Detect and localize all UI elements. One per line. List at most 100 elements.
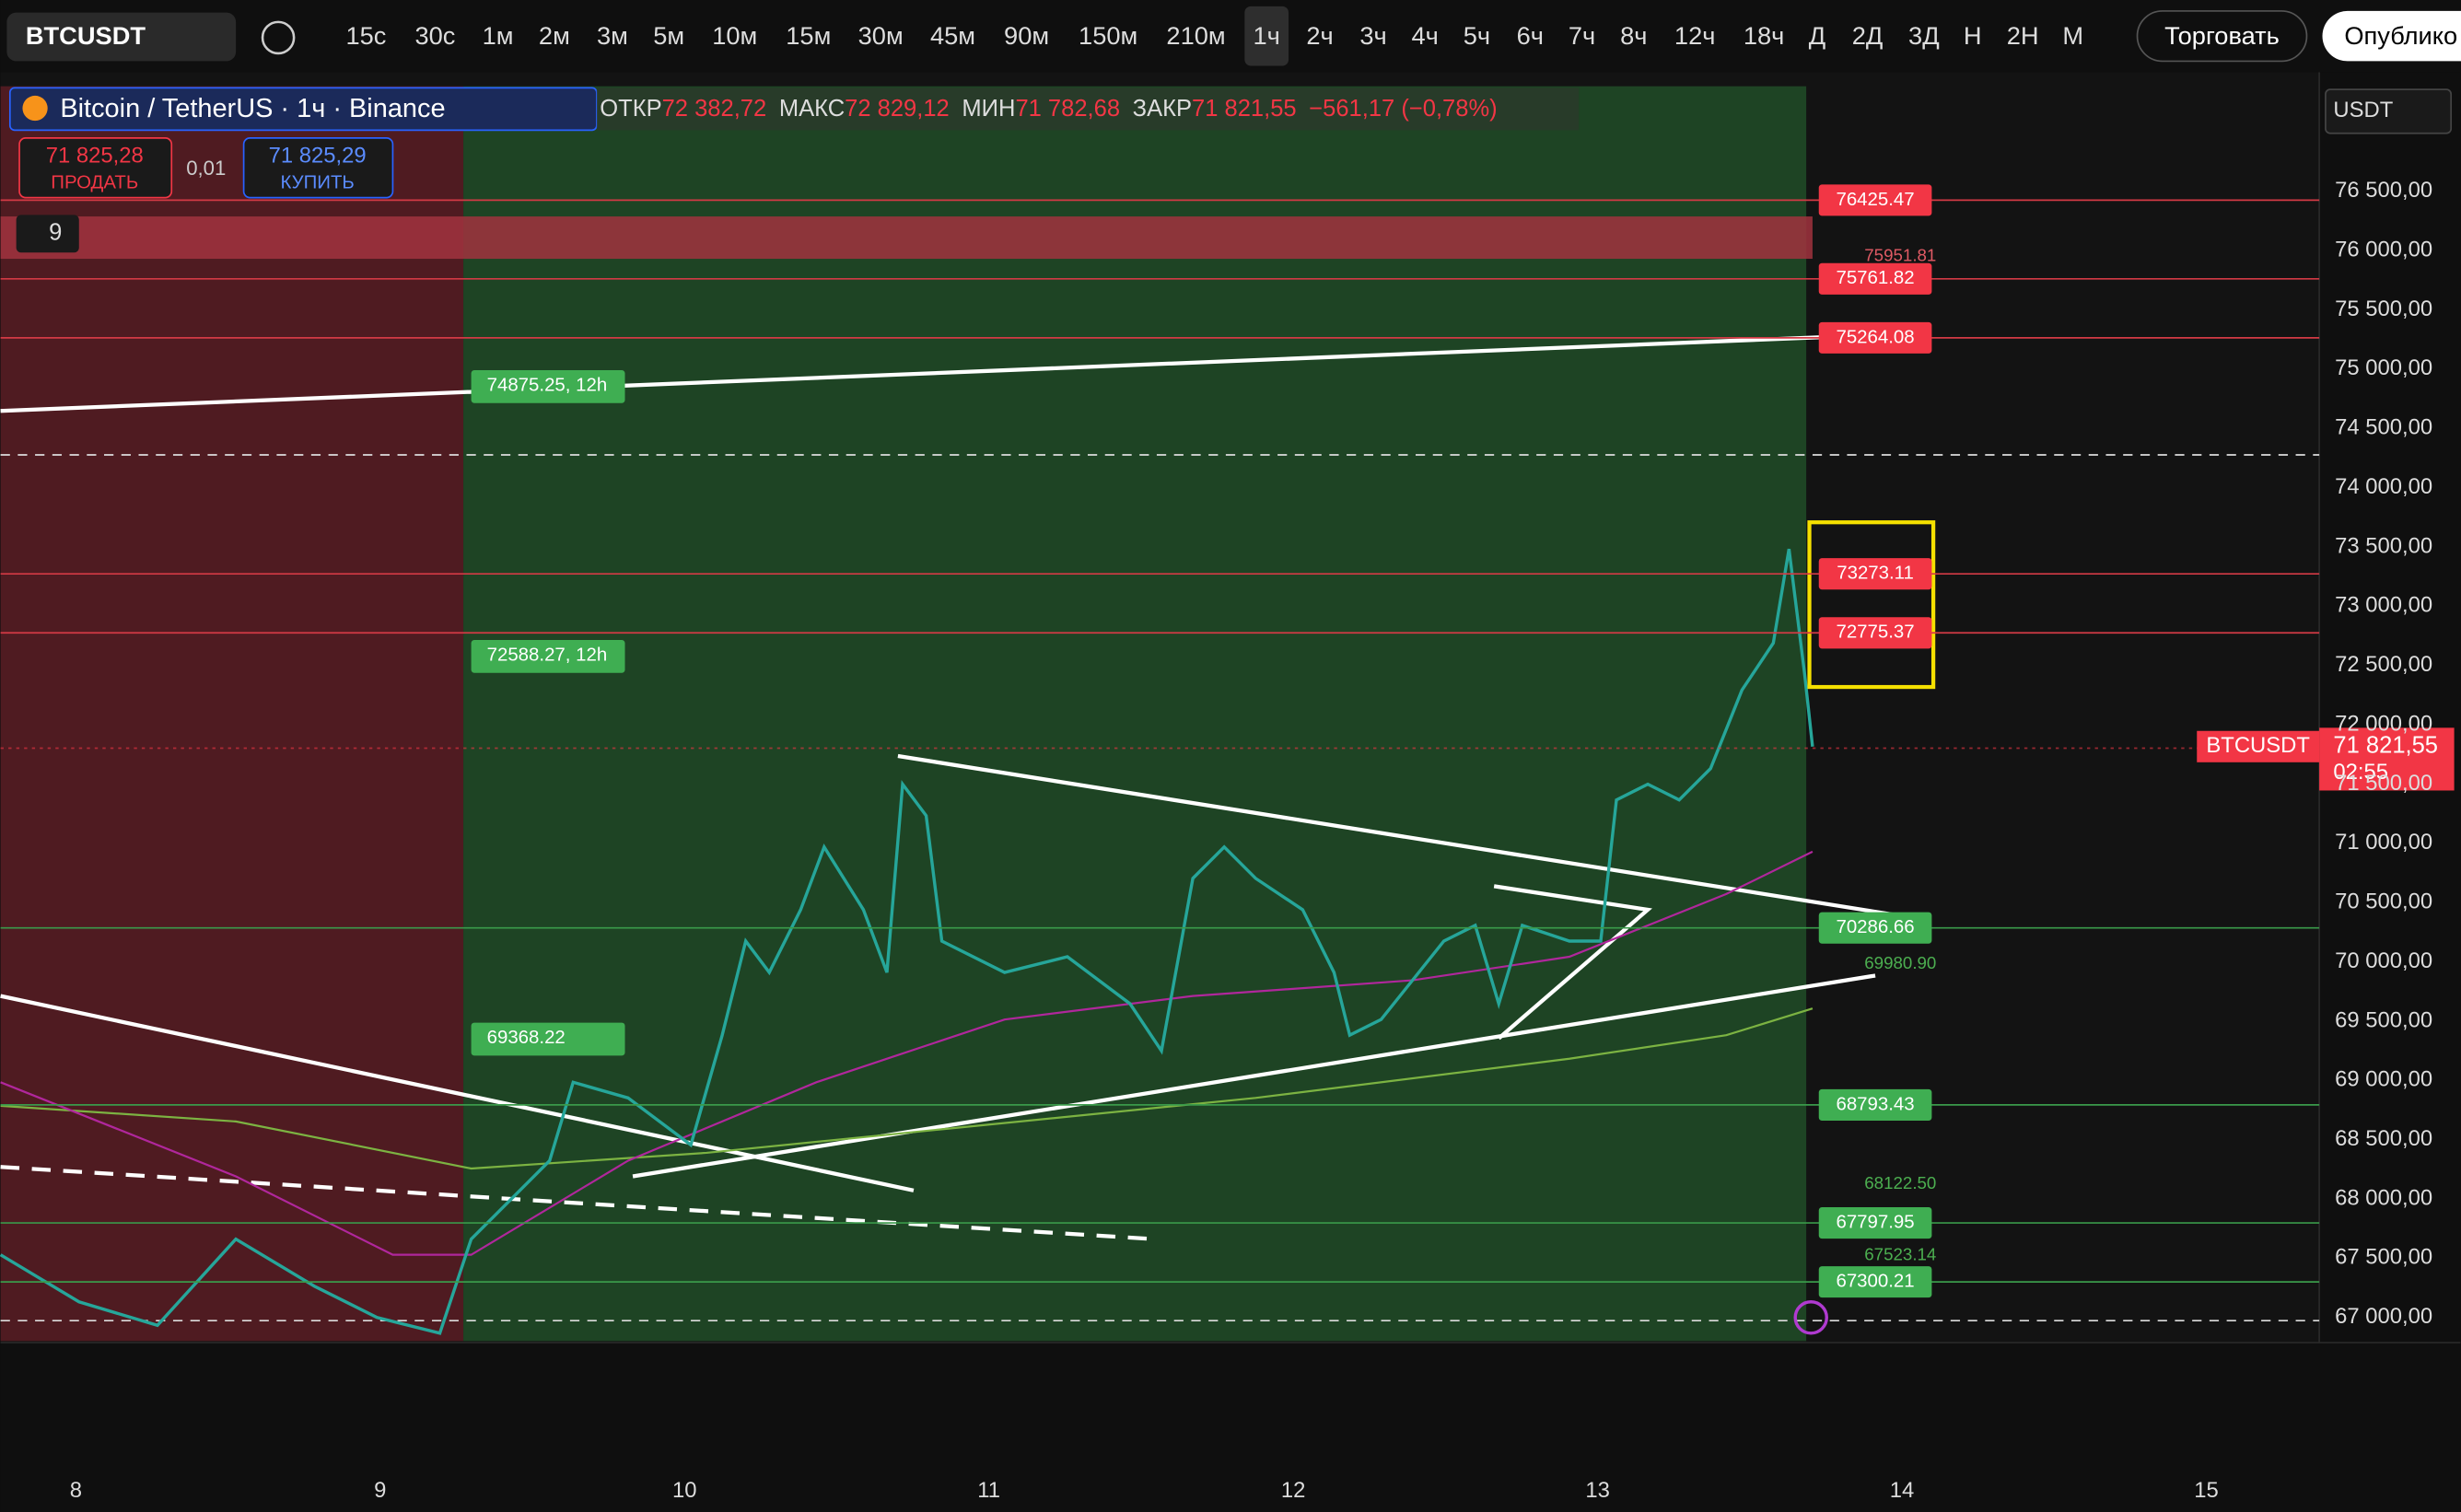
trade-label[interactable]: Торговать <box>2164 21 2280 50</box>
price-tick-label: 70 500,00 <box>2335 890 2432 914</box>
level-label: 68122.50 <box>1864 1173 1936 1192</box>
interval[interactable]: 1ч <box>1253 21 1279 50</box>
symbol-box[interactable] <box>6 12 237 62</box>
interval[interactable]: 7ч <box>1569 21 1595 50</box>
interval[interactable]: 5м <box>653 21 684 50</box>
interval[interactable]: 3Д <box>1908 21 1940 50</box>
interval[interactable]: 18ч <box>1744 21 1785 50</box>
symbol[interactable]: BTCUSDT <box>26 21 146 50</box>
interval[interactable]: 4ч <box>1412 21 1439 50</box>
trend-line <box>0 994 915 1192</box>
level-label: 68793.43 <box>1836 1094 1914 1114</box>
interval[interactable]: 2Н <box>2007 21 2039 50</box>
interval[interactable]: 150м <box>1079 21 1137 50</box>
price-tick-label: 68 500,00 <box>2335 1126 2432 1151</box>
level-label: 67797.95 <box>1836 1212 1914 1232</box>
level-label: 75761.82 <box>1836 268 1914 288</box>
interval[interactable]: 3ч <box>1359 21 1386 50</box>
sell-button[interactable] <box>18 137 173 199</box>
price-tick-label: 75 000,00 <box>2335 355 2432 380</box>
interval[interactable]: 15с <box>346 21 387 50</box>
interval[interactable]: 12ч <box>1674 21 1716 50</box>
left-tag <box>471 639 625 673</box>
price-tick-label: 69 500,00 <box>2335 1007 2432 1032</box>
interval[interactable]: 5ч <box>1464 21 1490 50</box>
currency[interactable]: USDT <box>2333 98 2393 122</box>
open: 72 382,72 <box>662 96 767 122</box>
change: −561,17 (−0,78%) <box>1309 96 1497 122</box>
publish-button[interactable] <box>2322 10 2461 62</box>
close: 71 821,55 <box>1192 96 1297 122</box>
toolbar <box>0 0 2461 73</box>
open-label: ОТКР <box>600 96 661 122</box>
buy-label[interactable]: КУПИТЬ <box>280 173 354 193</box>
date-tick-label: 10 <box>672 1478 697 1503</box>
interval[interactable]: 10м <box>712 21 757 50</box>
trade-button[interactable] <box>2136 10 2308 63</box>
price-tick-label: 69 000,00 <box>2335 1067 2432 1092</box>
interval[interactable]: 8ч <box>1620 21 1647 50</box>
price-tick-label: 68 000,00 <box>2335 1185 2432 1210</box>
indicators-count[interactable]: 9 <box>49 220 62 246</box>
interval[interactable]: 6ч <box>1517 21 1544 50</box>
trend-line <box>632 973 1876 1179</box>
price-tick-label: 76 000,00 <box>2335 237 2432 262</box>
level-tag <box>1818 321 1932 354</box>
red-band <box>0 216 1813 260</box>
price-tick-label: 71 500,00 <box>2335 771 2432 796</box>
indicators-toggle[interactable] <box>16 215 79 253</box>
date-tick-label: 15 <box>2194 1478 2219 1503</box>
price-tick-label: 74 500,00 <box>2335 415 2432 440</box>
date-tick-label: 12 <box>1281 1478 1306 1503</box>
interval[interactable]: 30с <box>414 21 455 50</box>
interval[interactable]: 210м <box>1166 21 1225 50</box>
add-button[interactable] <box>261 20 296 55</box>
level-tag <box>1818 912 1932 944</box>
price-tick-label: 72 500,00 <box>2335 652 2432 677</box>
interval[interactable]: 3м <box>597 21 628 50</box>
interval[interactable]: 2ч <box>1306 21 1333 50</box>
date-tick-label: 13 <box>1585 1478 1610 1503</box>
price-tick-label: 67 500,00 <box>2335 1245 2432 1270</box>
interval[interactable]: Н <box>1964 21 1982 50</box>
date-tick-label: 11 <box>977 1478 1000 1503</box>
spread: 0,01 <box>186 157 226 180</box>
level-tag <box>1818 558 1932 590</box>
left-label: 72588.27, 12h <box>487 645 608 665</box>
level-label: 73273.11 <box>1837 564 1914 584</box>
left-label: 69368.22 <box>487 1028 566 1048</box>
level-tag <box>1818 1207 1932 1239</box>
left-tag <box>471 1022 625 1056</box>
price-tick-label: 71 000,00 <box>2335 830 2432 855</box>
buy-price[interactable]: 71 825,29 <box>269 144 367 169</box>
interval[interactable]: М <box>2062 21 2083 50</box>
left-label: 74875.25, 12h <box>487 375 608 395</box>
green-zone <box>463 86 1807 1342</box>
price-tick-label: 73 000,00 <box>2335 593 2432 618</box>
interval[interactable]: 30м <box>858 21 904 50</box>
low-label: МИН <box>962 96 1015 122</box>
interval[interactable]: 1м <box>483 21 514 50</box>
interval[interactable]: 90м <box>1004 21 1049 50</box>
level-tag <box>1818 262 1932 295</box>
ohlc-box <box>596 87 1580 131</box>
active-interval[interactable] <box>1244 6 1289 66</box>
interval[interactable]: 2м <box>539 21 570 50</box>
interval[interactable]: 45м <box>930 21 975 50</box>
publish-label[interactable]: Опублико <box>2344 21 2457 50</box>
price-tick-label: 67 000,00 <box>2335 1304 2432 1329</box>
currency-select[interactable] <box>2325 88 2453 134</box>
interval[interactable]: 15м <box>786 21 831 50</box>
sell-label[interactable]: ПРОДАТЬ <box>51 173 138 193</box>
interval[interactable]: Д <box>1809 21 1825 50</box>
interval[interactable]: 2Д <box>1852 21 1884 50</box>
level-label: 76425.47 <box>1836 190 1914 210</box>
high-label: МАКС <box>779 96 845 122</box>
sell-price[interactable]: 71 825,28 <box>46 144 144 169</box>
buy-button[interactable] <box>242 137 394 199</box>
level-label: 72775.37 <box>1836 622 1914 643</box>
level-tag <box>1818 1088 1932 1121</box>
high: 72 829,12 <box>845 96 950 122</box>
level-label: 70286.66 <box>1836 917 1914 937</box>
